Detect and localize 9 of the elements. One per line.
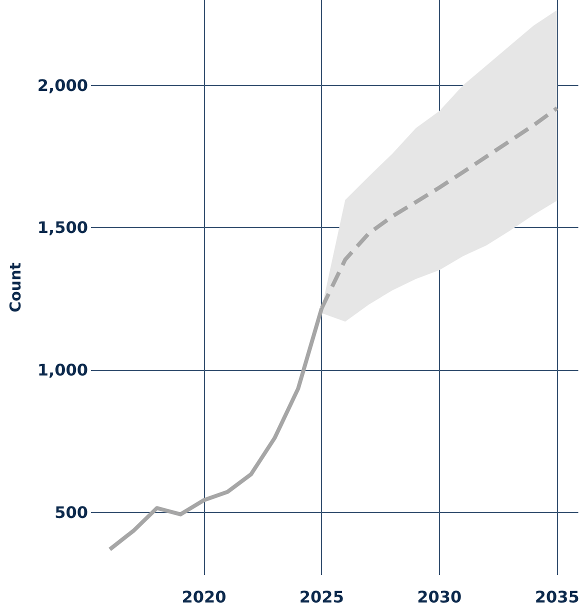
y-tick-label: 500 bbox=[54, 502, 88, 522]
x-tick-label: 2025 bbox=[299, 588, 344, 605]
y-tick-label: 1,500 bbox=[37, 218, 88, 238]
x-tick-label: 2020 bbox=[182, 588, 226, 605]
y-axis-title: Count bbox=[6, 262, 24, 312]
x-tick-label: 2030 bbox=[417, 588, 462, 605]
x-tick-label: 2035 bbox=[534, 588, 580, 605]
y-tick-label: 1,000 bbox=[37, 360, 88, 380]
y-tick-label: 2,000 bbox=[37, 76, 88, 95]
